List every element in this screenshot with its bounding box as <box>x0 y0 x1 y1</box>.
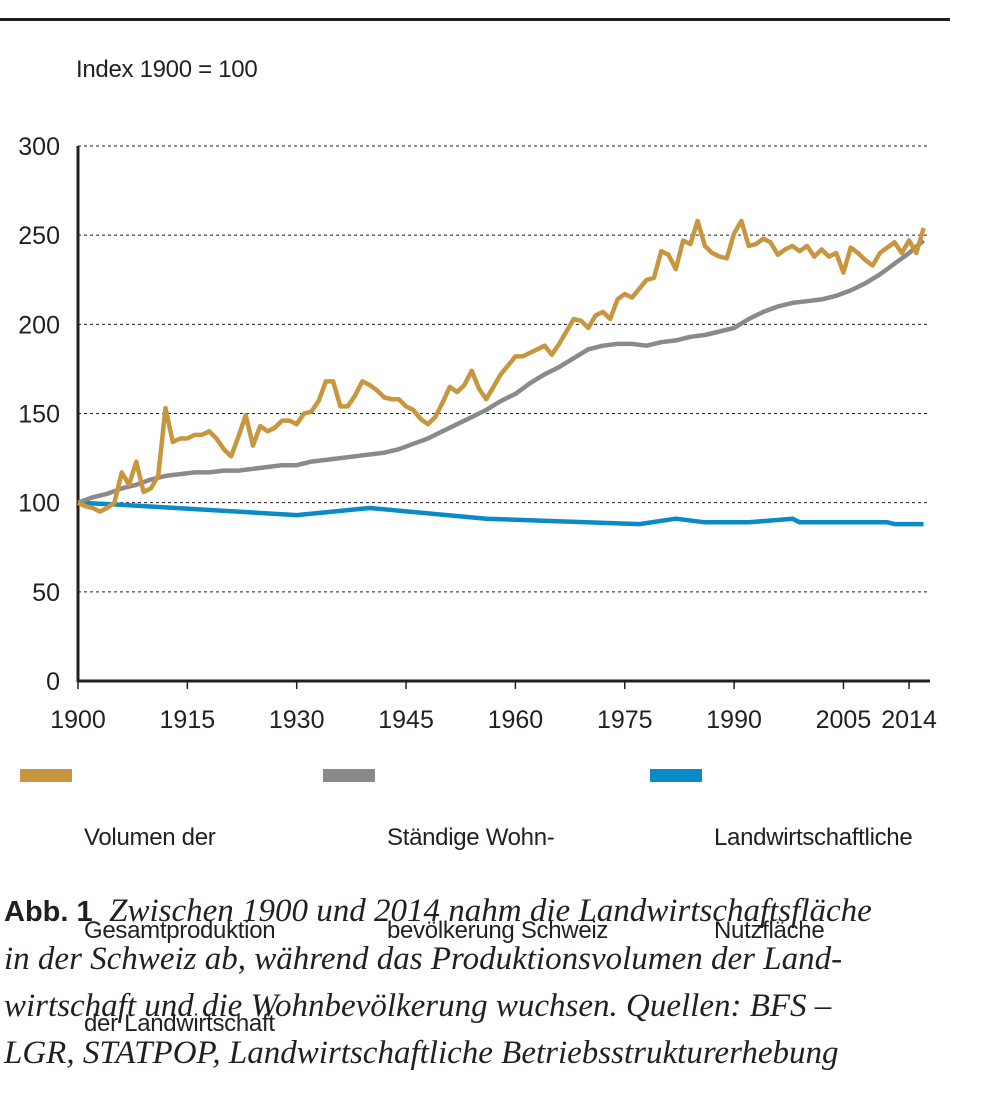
caption-line-3: wirtschaft und die Wohnbevölkerung wuchs… <box>4 988 832 1024</box>
top-rule <box>0 18 950 21</box>
legend-swatch-population <box>323 769 375 782</box>
figure-caption: Abb. 1 Zwischen 1900 und 2014 nahm die L… <box>4 888 954 1077</box>
y-tick-label: 0 <box>46 668 60 696</box>
y-tick-label: 200 <box>18 311 60 339</box>
tick-labels: 0 50 100 150 200 250 300 1900 1915 1930 1945 1960 19… <box>18 133 937 734</box>
x-tick-label: 1930 <box>269 706 325 734</box>
y-tick-label: 150 <box>18 401 60 429</box>
y-tick-label: 250 <box>18 222 60 250</box>
axes <box>76 146 930 689</box>
legend: Volumen der Gesamtproduktion der Landwir… <box>20 760 960 1037</box>
y-tick-label: 100 <box>18 490 60 518</box>
legend-label-farmland: Landwirtschaftliche Nutzfläche <box>714 760 913 1008</box>
caption-line-2: in der Schweiz ab, während das Produktio… <box>4 941 843 977</box>
y-tick-label: 300 <box>18 133 60 161</box>
legend-line: Gesamtproduktion <box>84 917 276 944</box>
x-tick-label: 1900 <box>50 706 106 734</box>
legend-label-population: Ständige Wohn- bevölkerung Schweiz <box>387 760 608 1008</box>
legend-line: Ständige Wohn- <box>387 824 555 851</box>
series-line-2 <box>77 500 924 527</box>
y-tick-label: 50 <box>32 579 60 607</box>
legend-line: Volumen der <box>84 824 216 851</box>
x-tick-label: 1975 <box>597 706 653 734</box>
x-tick-label: 2005 <box>816 706 872 734</box>
caption-line-4: LGR, STATPOP, Landwirtschaftliche Betrie… <box>4 1035 839 1071</box>
x-tick-label: 1945 <box>378 706 434 734</box>
legend-line: bevölkerung Schweiz <box>387 917 609 944</box>
x-tick-label: 1915 <box>160 706 216 734</box>
legend-swatch-production <box>20 769 72 782</box>
series-line-1 <box>77 238 926 505</box>
chart: 0 50 100 150 200 250 300 1900 1915 1930 1945 1960 19… <box>18 133 937 734</box>
series-lines <box>77 218 926 527</box>
legend-line: Nutzfläche <box>714 917 825 944</box>
legend-swatch-farmland <box>650 769 702 782</box>
legend-line: der Landwirtschaft <box>84 1010 275 1037</box>
series-line-0 <box>77 218 926 514</box>
legend-label-production: Volumen der Gesamtproduktion der Landwir… <box>84 760 276 1101</box>
legend-line: Landwirtschaftliche <box>714 824 913 851</box>
caption-label: Abb. 1 <box>4 896 93 928</box>
y-unit-label: Index 1900 = 100 <box>76 56 258 83</box>
x-tick-label: 1960 <box>488 706 544 734</box>
gridlines <box>78 145 930 593</box>
x-tick-label: 2014 <box>881 706 937 734</box>
caption-line-1: Abb. 1 Zwischen 1900 und 2014 nahm die L… <box>4 888 954 936</box>
x-tick-label: 1990 <box>706 706 762 734</box>
caption-text: Zwischen 1900 und 2014 nahm die Landwirt… <box>109 893 872 929</box>
